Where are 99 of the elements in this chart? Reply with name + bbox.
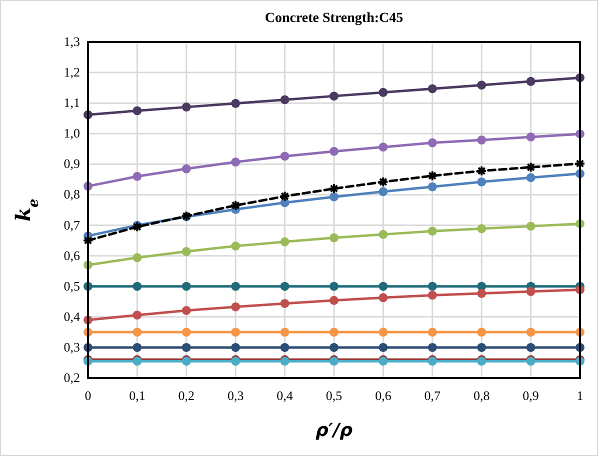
point — [330, 342, 338, 352]
y-tick-label: 0,5 — [64, 278, 80, 294]
point — [526, 328, 536, 337]
point — [428, 282, 437, 291]
point — [231, 98, 240, 108]
point — [428, 342, 437, 352]
y-tick-label: 1,0 — [64, 126, 80, 141]
point — [526, 173, 536, 182]
point — [279, 190, 290, 202]
point — [231, 158, 240, 167]
y-tick-label: 0,8 — [64, 186, 80, 202]
point — [526, 132, 536, 142]
y-tick-label: 0,2 — [64, 370, 80, 385]
x-tick-label: 0,5 — [326, 388, 342, 403]
point — [182, 306, 191, 315]
y-tick-label: 1,2 — [64, 64, 80, 80]
point — [477, 177, 486, 186]
point — [378, 142, 388, 152]
point — [132, 342, 142, 352]
point — [428, 328, 437, 337]
point — [280, 282, 290, 291]
x-tick-label: 0,3 — [227, 388, 244, 403]
point — [280, 328, 290, 337]
point — [330, 192, 338, 202]
y-tick-label: 0,6 — [64, 248, 80, 263]
point — [477, 328, 486, 337]
point — [477, 342, 486, 352]
point — [280, 298, 290, 308]
point — [378, 88, 388, 97]
point — [526, 342, 536, 352]
x-tick-label: 0 — [84, 388, 92, 403]
point — [231, 342, 240, 352]
y-tick-label: 0,4 — [64, 308, 80, 324]
y-tick-label: 1,1 — [64, 95, 80, 110]
point — [231, 302, 240, 312]
point — [330, 233, 338, 242]
point — [477, 224, 486, 234]
point — [182, 282, 191, 291]
point — [132, 282, 142, 291]
point — [378, 342, 388, 352]
point — [132, 253, 142, 262]
point — [280, 152, 290, 161]
point — [428, 290, 437, 300]
point — [132, 310, 142, 320]
point — [378, 282, 388, 291]
x-tick-label: 0,2 — [178, 388, 195, 403]
y-tick-label: 0,7 — [64, 217, 80, 232]
point — [280, 237, 290, 246]
point — [477, 80, 486, 90]
point — [280, 95, 290, 104]
point — [476, 165, 488, 176]
point — [328, 183, 340, 194]
point — [132, 172, 142, 181]
point — [428, 84, 437, 94]
point — [428, 226, 437, 236]
point — [428, 182, 437, 192]
x-tick-label: 0,9 — [522, 388, 539, 403]
point — [378, 187, 388, 196]
point — [231, 328, 240, 337]
point — [330, 146, 338, 156]
x-tick-label: 0,4 — [276, 388, 294, 403]
point — [378, 328, 388, 337]
point — [330, 282, 338, 291]
point — [378, 176, 389, 188]
y-tick-label: 1,3 — [64, 34, 80, 49]
point — [182, 102, 191, 112]
point — [231, 242, 240, 251]
point — [182, 328, 191, 337]
point — [428, 138, 437, 148]
point — [477, 136, 486, 145]
x-tick-label: 1 — [576, 388, 584, 403]
point — [526, 222, 536, 231]
point — [280, 342, 290, 352]
point — [330, 92, 338, 101]
point — [132, 328, 142, 337]
y-tick-label: 0,9 — [64, 156, 80, 172]
point — [426, 170, 438, 182]
x-tick-label: 0,1 — [129, 388, 146, 403]
point — [477, 288, 486, 298]
point — [526, 287, 536, 296]
x-tick-label: 0,6 — [375, 388, 392, 403]
x-tick-label: 0,7 — [424, 388, 442, 403]
point — [330, 296, 338, 305]
point — [230, 200, 242, 211]
point — [330, 328, 338, 337]
point — [526, 76, 536, 86]
x-tick-label: 0,8 — [473, 388, 490, 403]
x-axis-title: ρ′/ρ — [315, 420, 353, 441]
point — [525, 162, 536, 173]
point — [132, 106, 142, 116]
point — [378, 230, 388, 239]
chart-title: Concrete Strength:C45 — [264, 11, 404, 26]
point — [378, 293, 388, 302]
point — [182, 164, 191, 174]
point — [182, 247, 191, 256]
point — [231, 282, 240, 291]
point — [182, 342, 191, 352]
y-tick-label: 0,3 — [64, 339, 80, 354]
point — [132, 221, 143, 232]
